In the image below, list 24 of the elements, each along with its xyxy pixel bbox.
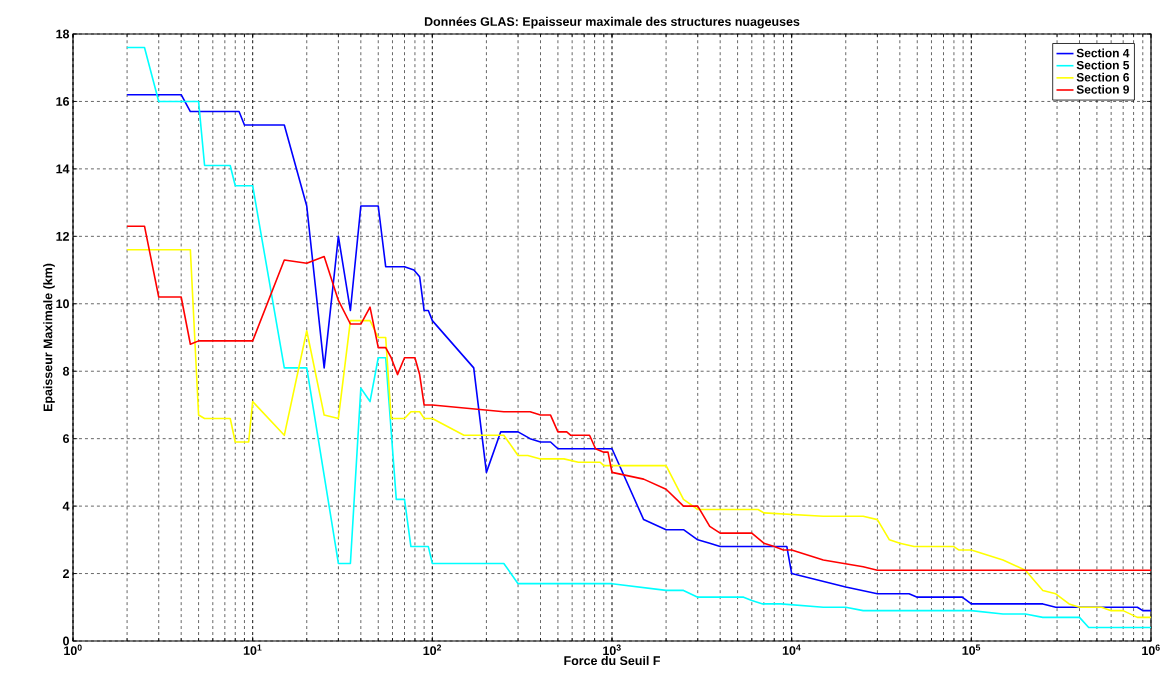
legend-label: Section 9 <box>1076 84 1129 94</box>
y-tick-label: 14 <box>56 164 70 174</box>
x-tick-label: 10$^{5}$ <box>962 644 981 655</box>
x-axis-title: Force du Seuil F <box>564 655 660 666</box>
x-tick-label: 10$^{1}$ <box>243 644 262 655</box>
y-tick-label: 10 <box>56 299 69 309</box>
y-tick-label: 16 <box>56 97 70 106</box>
y-tick-label: 4 <box>62 501 70 511</box>
x-tick-label: 10$^{6}$ <box>1142 644 1160 656</box>
chart-title: Données GLAS: Epaisseur maximale des structures nuageuses <box>424 16 800 29</box>
x-tick-label: 10$^{3}$ <box>603 644 621 656</box>
y-tick-label: 12 <box>56 231 69 241</box>
y-axis-title: Epaisseur Maximale (km) <box>43 263 55 412</box>
x-tick-label: 10$^{4}$ <box>782 644 801 655</box>
y-tick-label: 8 <box>62 366 70 376</box>
x-tick-label: 10$^{0}$ <box>64 644 82 656</box>
y-tick-label: 0 <box>63 636 69 646</box>
legend-label: Section 4 <box>1076 48 1130 58</box>
x-tick-label: 10$^{2}$ <box>423 644 442 656</box>
legend-label: Section 5 <box>1076 60 1130 70</box>
y-tick-label: 6 <box>63 434 70 444</box>
legend-label: Section 6 <box>1076 72 1129 82</box>
y-tick-label: 2 <box>62 569 69 578</box>
y-tick-label: 18 <box>56 29 70 39</box>
